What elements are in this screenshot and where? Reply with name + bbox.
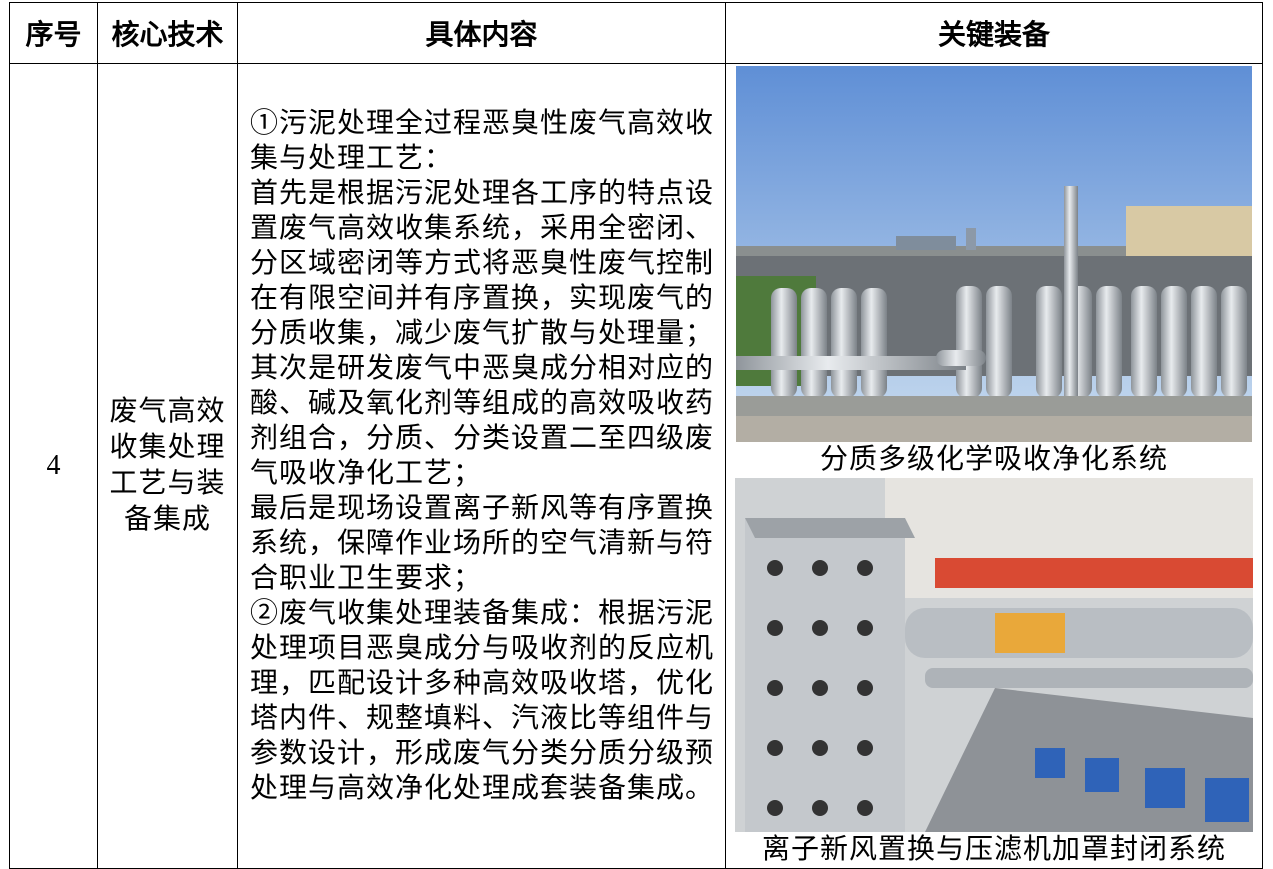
- paragraph: ②废气收集处理装备集成：根据污泥处理项目恶臭成分与吸收剂的反应机理，匹配设计多种…: [250, 598, 715, 804]
- photo-caption: 分质多级化学吸收净化系统: [819, 444, 1168, 475]
- index-cell: 4: [9, 63, 98, 869]
- table: 序号 核心技术 具体内容 关键装备 4 废气高效收集处理工艺与装备集成 ①污泥处…: [9, 2, 1263, 869]
- header-cell: 关键装备: [725, 2, 1263, 64]
- photo-enclosure: [735, 478, 1253, 832]
- content-cell: ①污泥处理全过程恶臭性废气高效收集与处理工艺： 首先是根据污泥处理各工序的特点设…: [237, 63, 726, 869]
- photo-caption: 离子新风置换与压滤机加罩封闭系统: [761, 834, 1226, 865]
- paragraph: 首先是根据污泥处理各工序的特点设置废气高效收集系统，采用全密闭、分区域密闭等方式…: [250, 178, 715, 349]
- header-cell: 核心技术: [97, 2, 238, 64]
- header-row: 序号 核心技术 具体内容 关键装备: [9, 2, 1263, 64]
- paragraph: 最后是现场设置离子新风等有序置换系统，保障作业场所的空气清新与符合职业卫生要求；: [250, 493, 715, 594]
- header-cell: 序号: [9, 2, 98, 64]
- photo-scrubbers: [736, 66, 1252, 442]
- body-row: 4 废气高效收集处理工艺与装备集成 ①污泥处理全过程恶臭性废气高效收集与处理工艺…: [9, 63, 1263, 869]
- content-text: ①污泥处理全过程恶臭性废气高效收集与处理工艺： 首先是根据污泥处理各工序的特点设…: [250, 106, 718, 806]
- equipment-cell: 分质多级化学吸收净化系统: [725, 63, 1263, 869]
- header-cell: 具体内容: [237, 2, 726, 64]
- technology-text: 废气高效收集处理工艺与装备集成: [109, 396, 226, 535]
- paragraph: ①污泥处理全过程恶臭性废气高效收集与处理工艺：: [250, 108, 715, 174]
- technology-cell: 废气高效收集处理工艺与装备集成: [97, 63, 238, 869]
- paragraph: 其次是研发废气中恶臭成分相对应的酸、碱及氧化剂等组成的高效吸收药剂组合，分质、分…: [250, 353, 715, 489]
